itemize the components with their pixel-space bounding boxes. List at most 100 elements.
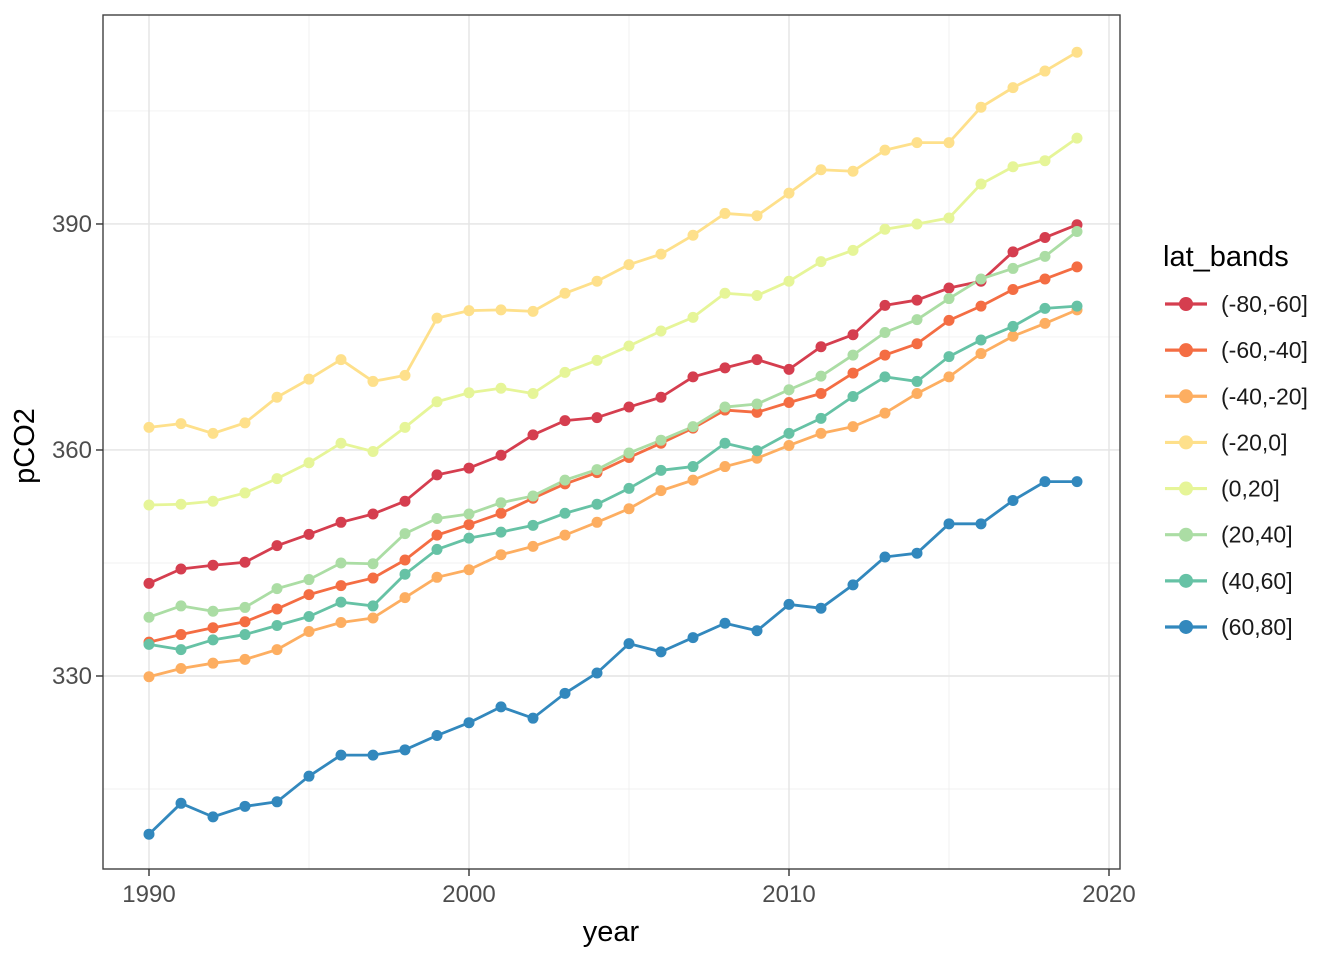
data-point-(-80,-60]-1999 — [431, 469, 443, 481]
legend-item-(40,60]: (40,60] — [1165, 568, 1293, 594]
y-axis: 330 360 390 — [52, 211, 103, 690]
data-point-(-80,-60]-2015 — [943, 282, 955, 294]
data-point-(-20,0]-1995 — [303, 373, 315, 385]
data-point-(-40,-20]-2005 — [623, 503, 635, 515]
panel-border-rect — [102, 14, 1121, 870]
series-points — [143, 46, 1083, 840]
data-point-(-20,0]-2019 — [1071, 46, 1083, 58]
data-point-(20,40]-2000 — [463, 508, 475, 520]
data-point-(-80,-60]-2000 — [463, 462, 475, 474]
data-point-(20,40]-2003 — [559, 474, 571, 486]
data-point-(60,80]-2001 — [495, 701, 507, 713]
series-points-(-20,0] — [143, 46, 1083, 439]
series-line-(40,60] — [147, 304, 1079, 652]
data-point-(20,40]-2014 — [911, 314, 923, 326]
data-point-(-20,0]-2017 — [1007, 82, 1019, 94]
legend-label-(20,40]: (20,40] — [1221, 522, 1293, 548]
data-point-(-20,0]-2006 — [655, 248, 667, 260]
data-point-(60,80]-2017 — [1007, 494, 1019, 506]
data-point-(-20,0]-2011 — [815, 164, 827, 176]
data-point-(0,20]-1991 — [175, 498, 187, 510]
data-point-(-40,-20]-2001 — [495, 549, 507, 561]
data-point-(40,60]-2009 — [751, 445, 763, 457]
data-point-(-40,-20]-1994 — [271, 644, 283, 656]
y-axis-title: pCO2 — [9, 408, 41, 484]
data-point-(-20,0]-1996 — [335, 354, 347, 366]
data-point-(40,60]-2015 — [943, 351, 955, 363]
data-point-(-40,-20]-2002 — [527, 540, 539, 552]
data-point-(0,20]-1999 — [431, 396, 443, 408]
data-point-(20,40]-1997 — [367, 558, 379, 570]
data-point-(60,80]-2007 — [687, 632, 699, 644]
series-line-(60,80] — [147, 480, 1079, 836]
legend-label-(40,60]: (40,60] — [1221, 568, 1293, 594]
series-points-(40,60] — [143, 300, 1083, 656]
data-point-(60,80]-2012 — [847, 579, 859, 591]
data-point-(60,80]-1997 — [367, 749, 379, 761]
data-point-(-40,-20]-2008 — [719, 461, 731, 473]
data-point-(-20,0]-1991 — [175, 418, 187, 430]
data-point-(-80,-60]-2001 — [495, 449, 507, 461]
data-point-(40,60]-1997 — [367, 600, 379, 612]
data-point-(60,80]-2009 — [751, 625, 763, 637]
data-point-(0,20]-2012 — [847, 244, 859, 256]
series-line-(20,40] — [147, 230, 1079, 619]
data-point-(-80,-60]-1997 — [367, 508, 379, 520]
data-point-(-40,-20]-1998 — [399, 592, 411, 604]
data-point-(-20,0]-2008 — [719, 207, 731, 219]
data-point-(40,60]-2007 — [687, 461, 699, 473]
data-point-(-40,-20]-1991 — [175, 662, 187, 674]
data-point-(0,20]-1998 — [399, 421, 411, 433]
data-point-(-80,-60]-1991 — [175, 563, 187, 575]
data-point-(40,60]-1996 — [335, 596, 347, 608]
data-point-(-20,0]-1999 — [431, 312, 443, 324]
data-point-(20,40]-1998 — [399, 528, 411, 540]
data-point-(-60,-40]-2019 — [1071, 261, 1083, 273]
data-point-(-40,-20]-1990 — [143, 671, 155, 683]
data-point-(60,80]-2016 — [975, 518, 987, 530]
data-point-(20,40]-2002 — [527, 490, 539, 502]
data-point-(20,40]-2018 — [1039, 250, 1051, 262]
data-point-(-80,-60]-2017 — [1007, 246, 1019, 258]
data-point-(-60,-40]-1995 — [303, 589, 315, 601]
y-tick-label-360: 360 — [52, 437, 92, 464]
data-point-(-80,-60]-2005 — [623, 401, 635, 413]
x-tick-label-2010: 2010 — [762, 881, 815, 908]
data-point-(20,40]-1991 — [175, 600, 187, 612]
legend-items: (-80,-60] (-60,-40] (-40,-20] (-20,0] (0,20]… — [1165, 291, 1308, 640]
data-point-(-60,-40]-2012 — [847, 367, 859, 379]
data-point-(-80,-60]-1995 — [303, 528, 315, 540]
data-point-(0,20]-2000 — [463, 387, 475, 399]
data-point-(40,60]-1991 — [175, 644, 187, 656]
data-point-(60,80]-2000 — [463, 717, 475, 729]
data-point-(-20,0]-2004 — [591, 275, 603, 287]
data-point-(-20,0]-2001 — [495, 304, 507, 316]
series-points-(60,80] — [143, 476, 1083, 840]
data-point-(20,40]-1994 — [271, 583, 283, 595]
legend-item-(-20,0]: (-20,0] — [1165, 429, 1287, 455]
data-point-(-40,-20]-2012 — [847, 421, 859, 433]
data-point-(-80,-60]-1990 — [143, 577, 155, 589]
gridlines-major — [103, 15, 1120, 869]
data-point-(-40,-20]-1999 — [431, 571, 443, 583]
data-point-(20,40]-2006 — [655, 434, 667, 446]
gridlines-minor — [103, 15, 1120, 869]
data-point-(60,80]-1994 — [271, 796, 283, 808]
legend-item-(-60,-40]: (-60,-40] — [1165, 337, 1308, 363]
data-point-(20,40]-1993 — [239, 601, 251, 613]
data-point-(-80,-60]-2012 — [847, 329, 859, 341]
data-point-(20,40]-1996 — [335, 557, 347, 569]
data-point-(-20,0]-2009 — [751, 210, 763, 222]
data-point-(-80,-60]-2018 — [1039, 232, 1051, 244]
data-point-(0,20]-2013 — [879, 223, 891, 235]
data-point-(-20,0]-2005 — [623, 259, 635, 271]
data-point-(0,20]-2010 — [783, 275, 795, 287]
data-point-(20,40]-1990 — [143, 611, 155, 623]
data-point-(-80,-60]-2007 — [687, 371, 699, 383]
data-point-(-40,-20]-1996 — [335, 617, 347, 629]
x-axis-title: year — [583, 916, 640, 948]
data-point-(0,20]-2016 — [975, 178, 987, 190]
data-point-(20,40]-2016 — [975, 273, 987, 285]
legend-item-(20,40]: (20,40] — [1165, 522, 1293, 548]
